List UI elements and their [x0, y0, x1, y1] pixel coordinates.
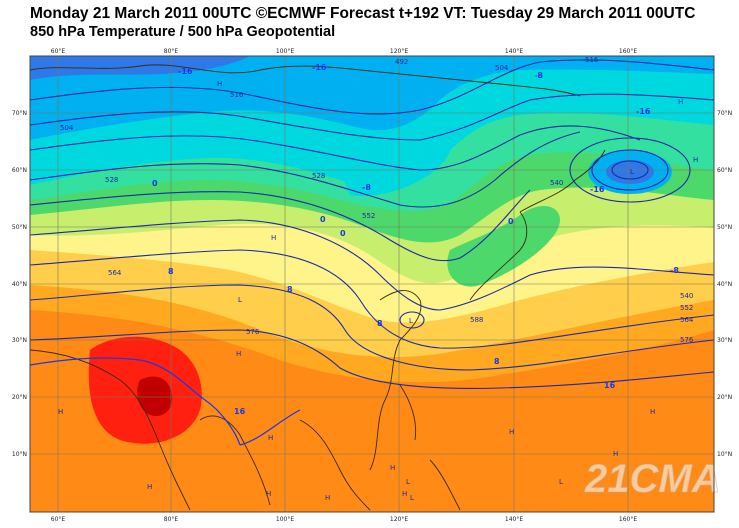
geopotential-labels: 492 504 516 528 540 552 564 576 588 516 … [60, 56, 694, 344]
temp-label: 8 [168, 267, 174, 276]
geo-label: 552 [362, 212, 375, 220]
center-label: H [266, 490, 271, 498]
lat-tick: 40°N [12, 281, 27, 288]
temp-label: 0 [152, 179, 158, 188]
center-label: H [236, 350, 241, 358]
center-label: H [271, 234, 276, 242]
geo-label: 528 [312, 172, 325, 180]
temp-label: 0 [508, 217, 514, 226]
temp-label: -16 [590, 185, 605, 194]
lon-tick: 100°E [276, 48, 294, 55]
lon-tick: 160°E [619, 516, 637, 523]
lat-tick: 30°N [12, 337, 27, 344]
temp-label: 0 [320, 215, 326, 224]
temp-label: -16 [636, 107, 651, 116]
lon-tick: 80°E [164, 48, 179, 55]
lat-tick: 70°N [717, 110, 732, 117]
lon-tick: 120°E [390, 516, 408, 523]
lon-tick: 160°E [619, 48, 637, 55]
geo-label: 540 [680, 292, 693, 300]
geo-label: 552 [680, 304, 693, 312]
lat-tick: 30°N [717, 337, 732, 344]
geo-label: 540 [550, 179, 563, 187]
geo-label: 504 [60, 124, 74, 132]
center-label: L [409, 317, 413, 325]
lon-ticks-bottom: 60°E 80°E 100°E 120°E 140°E 160°E [51, 516, 638, 523]
temperature-labels: -16 -16 -16 -16 -8 -8 -8 0 0 0 0 8 8 8 8… [152, 63, 679, 416]
temp-label: 0 [340, 229, 346, 238]
center-label: H [217, 80, 222, 88]
temp-label: -8 [534, 71, 543, 80]
lat-tick: 20°N [12, 394, 27, 401]
temp-label: 16 [234, 407, 246, 416]
center-label: H [325, 494, 330, 502]
lon-tick: 100°E [276, 516, 294, 523]
lat-tick: 20°N [717, 394, 732, 401]
center-label: L [238, 296, 242, 304]
temp-label: -16 [178, 67, 193, 76]
geo-label: 492 [395, 58, 408, 66]
temp-label: -8 [362, 183, 371, 192]
lat-tick: 60°N [12, 167, 27, 174]
pressure-centers: H H H H L L H H H H L H H L L H H H H H … [58, 80, 698, 502]
lon-tick: 80°E [164, 516, 179, 523]
lon-tick: 120°E [390, 48, 408, 55]
center-label: L [630, 168, 634, 176]
coastlines [30, 64, 606, 511]
geo-label: 576 [246, 328, 260, 336]
geo-label: 588 [470, 316, 483, 324]
lat-ticks-left: 70°N 60°N 50°N 40°N 30°N 20°N 10°N [12, 110, 27, 458]
lat-tick: 70°N [12, 110, 27, 117]
lat-tick: 10°N [717, 451, 732, 458]
chart-title-line1: Monday 21 March 2011 00UTC ©ECMWF Foreca… [30, 5, 696, 22]
center-label: L [406, 478, 410, 486]
geo-label: 576 [680, 336, 694, 344]
lon-tick: 60°E [51, 48, 66, 55]
center-label: H [693, 156, 698, 164]
center-label: H [613, 450, 618, 458]
center-label: H [147, 483, 152, 491]
chart-title-line2: 850 hPa Temperature / 500 hPa Geopotenti… [30, 24, 336, 40]
lon-ticks-top: 60°E 80°E 100°E 120°E 140°E 160°E [51, 48, 638, 55]
center-label: H [268, 434, 273, 442]
center-label: H [678, 98, 683, 106]
center-label: H [402, 490, 407, 498]
lat-tick: 10°N [12, 451, 27, 458]
temperature-field [30, 56, 714, 512]
map-frame [29, 55, 715, 513]
geo-label: 504 [495, 64, 509, 72]
temp-label: 8 [494, 357, 500, 366]
center-label: L [410, 494, 414, 502]
temp-label: 16 [604, 381, 616, 390]
lon-tick: 60°E [51, 516, 66, 523]
center-label: H [58, 408, 63, 416]
geo-label: 564 [108, 269, 122, 277]
temperature-isotherms [30, 357, 301, 446]
lat-tick: 60°N [717, 167, 732, 174]
temp-label: 8 [377, 319, 383, 328]
geo-label: 516 [585, 56, 599, 64]
watermark: 21CMA [584, 457, 721, 501]
lon-tick: 140°E [505, 516, 523, 523]
lat-tick: 50°N [12, 224, 27, 231]
geopotential-contours [30, 59, 714, 389]
lat-tick: 40°N [717, 281, 732, 288]
geo-label: 516 [230, 91, 244, 99]
lon-tick: 140°E [505, 48, 523, 55]
center-label: H [509, 428, 514, 436]
lat-tick: 50°N [717, 224, 732, 231]
center-label: H [390, 464, 395, 472]
center-label: L [559, 478, 563, 486]
geo-label: 564 [680, 316, 694, 324]
lat-ticks-right: 70°N 60°N 50°N 40°N 30°N 20°N 10°N [717, 110, 732, 458]
center-label: H [650, 408, 655, 416]
lat-lon-grid [30, 56, 714, 512]
temp-label: 8 [287, 285, 293, 294]
temp-label: -8 [670, 266, 679, 275]
temp-label: -16 [312, 63, 327, 72]
geo-label: 528 [105, 176, 118, 184]
